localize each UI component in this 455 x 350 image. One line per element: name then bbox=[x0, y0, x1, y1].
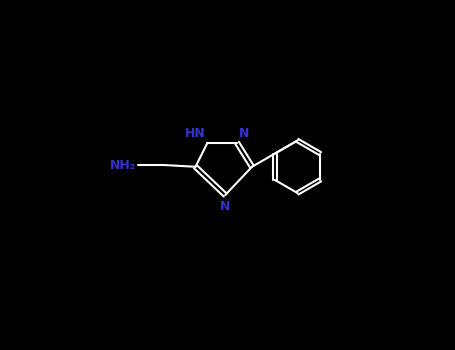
Text: NH₂: NH₂ bbox=[110, 159, 136, 172]
Text: HN: HN bbox=[185, 127, 206, 140]
Text: N: N bbox=[239, 127, 249, 140]
Text: N: N bbox=[220, 200, 230, 213]
